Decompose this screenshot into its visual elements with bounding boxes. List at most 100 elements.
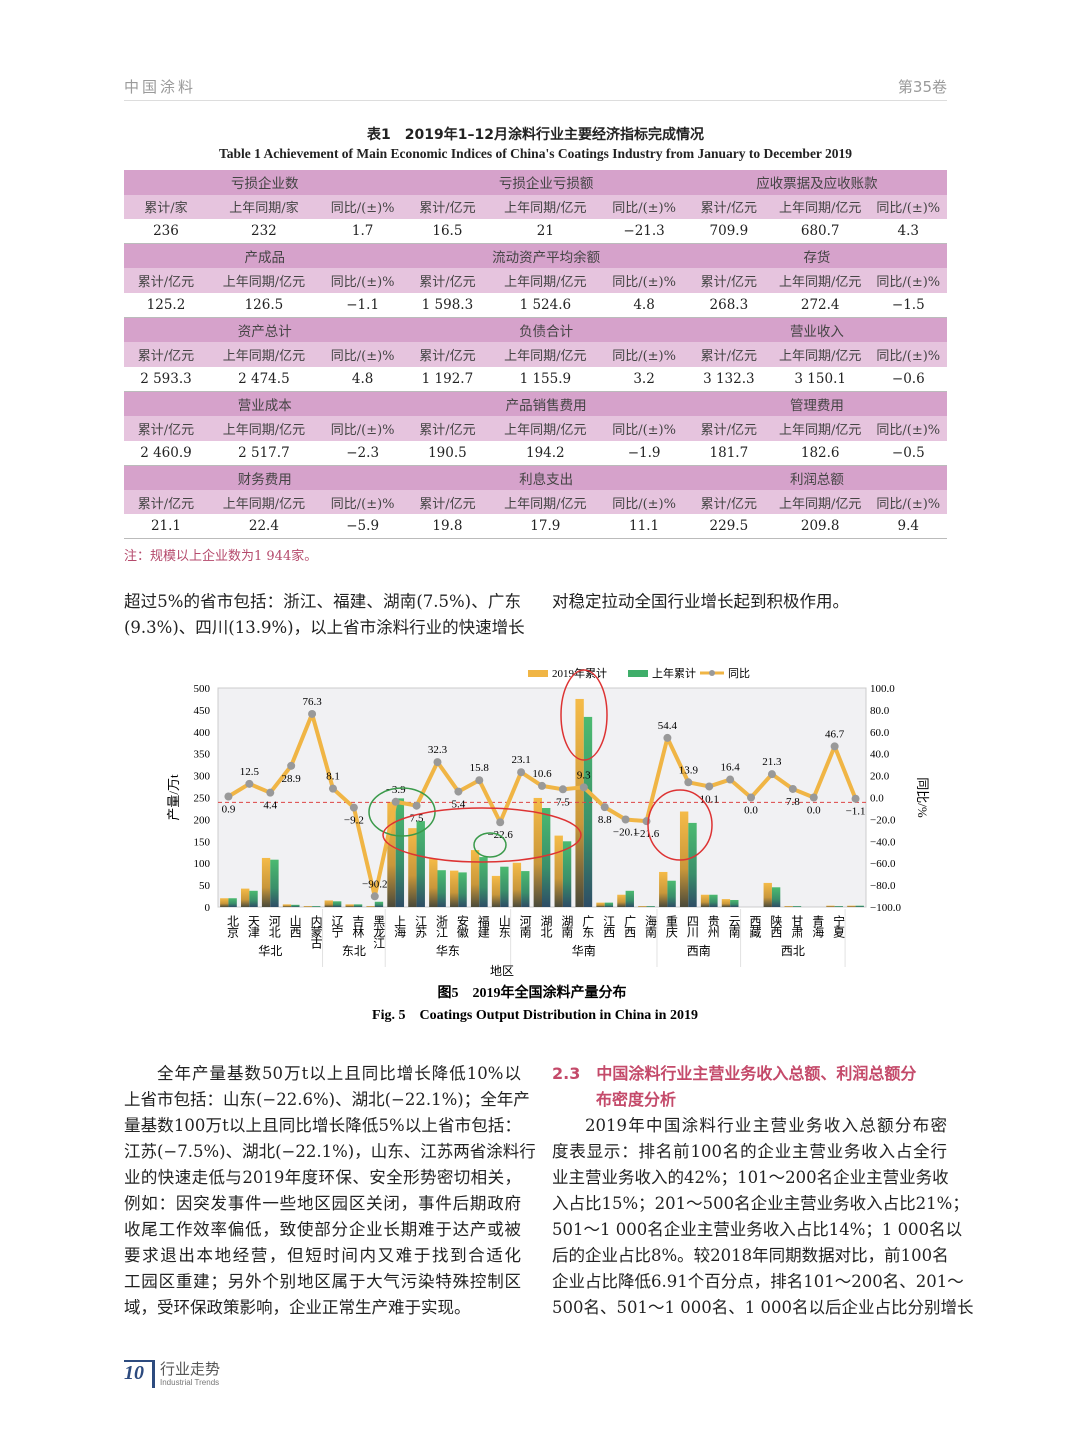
table-header-row: 累计/家 上年同期/家 同比/(±)% 累计/亿元 上年同期/亿元 同比/(±)% 累计/亿…: [124, 194, 947, 220]
legend-label: 上年累计: [652, 666, 696, 680]
y-tick-label: 100: [194, 858, 211, 870]
yoy-point: [558, 785, 567, 794]
bar-prior-year: [332, 901, 342, 907]
category-label: 黑龙江: [372, 915, 386, 949]
bar-prior-year: [855, 905, 864, 907]
page-number: 10: [124, 1362, 144, 1384]
text-line: 企业占比降低6.91个百分点，排名101～200名、201～: [552, 1272, 964, 1291]
category-label: 上海: [393, 915, 407, 938]
category-label: 安徽: [455, 914, 469, 938]
column-header: 上年同期/亿元: [770, 415, 870, 441]
table-header-row: 累计/亿元 上年同期/亿元 同比/(±)% 累计/亿元 上年同期/亿元 同比/(±)% 累计…: [124, 342, 947, 367]
highlight-circle: [382, 807, 582, 863]
column-header: 上年同期/亿元: [489, 268, 602, 293]
table-cell: 194.2: [489, 440, 602, 466]
bar-2019: [763, 882, 772, 907]
yoy-point: [517, 768, 526, 777]
group-title: 营业成本: [124, 391, 406, 416]
column-header: 同比/(±)%: [601, 415, 687, 441]
yoy-point: [454, 787, 463, 796]
yoy-point: [496, 818, 505, 827]
highlight-circle: [560, 669, 608, 761]
table-cell: −21.3: [601, 219, 687, 245]
bar-prior-year: [646, 906, 655, 907]
figure-caption-en: Fig. 5 Coatings Output Distribution in C…: [372, 1008, 698, 1023]
column-header: 上年同期/亿元: [770, 342, 870, 367]
table-cell: −1.5: [869, 292, 947, 319]
region-label: 东北: [342, 944, 366, 958]
bar-prior-year: [542, 808, 551, 907]
bar-2019: [450, 870, 459, 907]
y-tick-label: 500: [194, 683, 211, 695]
journal-name: 中国涂料: [124, 78, 197, 96]
table-row: 2 460.9 2 517.7 −2.3 190.5 194.2 −1.9 181.7 182…: [124, 440, 947, 466]
bar-2019: [533, 797, 542, 907]
column-header: 上年同期/亿元: [770, 268, 870, 293]
bar-2019: [721, 899, 731, 907]
table-cell: 2 593.3: [124, 366, 208, 392]
category-label: 浙江: [434, 915, 448, 938]
table-cell: 17.9: [489, 514, 602, 540]
column-header: 同比/(±)%: [319, 415, 406, 441]
text-line: 2019年中国涂料行业主营业务收入总额分布密: [585, 1116, 947, 1135]
y2-axis-label: 同比/%: [915, 777, 930, 818]
table-cell: 182.6: [770, 440, 870, 466]
text-line: 入占比15%；201～500名企业主营业务收入占比21%；: [552, 1194, 969, 1213]
category-label: 福建: [476, 914, 490, 939]
figure-caption-cn: 图5 2019年全国涂料产量分布: [438, 984, 627, 1001]
volume-label: 第35卷: [897, 78, 947, 96]
yoy-data-label: 76.3: [302, 696, 322, 708]
category-label: 江西: [602, 915, 616, 938]
yoy-data-label: 0.0: [744, 805, 758, 817]
yoy-point: [809, 793, 818, 802]
yoy-data-label: 0.0: [807, 805, 821, 817]
yoy-data-label: −3.9: [386, 784, 406, 796]
yoy-data-label: 7.5: [556, 796, 570, 808]
table-cell: −1.9: [601, 440, 687, 466]
category-label: 湖北: [539, 914, 553, 939]
column-header: 上年同期/亿元: [207, 415, 320, 441]
table-row: 125.2 126.5 −1.1 1 598.3 1 524.6 4.8 268.3 272.…: [124, 292, 947, 319]
legend-swatch-prior: [628, 670, 648, 677]
text-top-left: 超过5%的省市包括：浙江、福建、湖南(7.5%)、广东 (9.3%)、四川(13.…: [124, 589, 525, 641]
yoy-point: [538, 781, 546, 790]
column-header: 上年同期/亿元: [770, 489, 870, 515]
region-label: 西北: [781, 944, 805, 958]
text-line: 对稳定拉动全国行业增长起到积极作用。: [552, 592, 849, 611]
yoy-data-label: 8.1: [326, 771, 340, 783]
text-line: 500名、501～1 000名、1 000名以后企业占比分别增长: [552, 1298, 974, 1317]
yoy-data-label: 54.4: [658, 720, 678, 732]
text-line: 域，受环保政策影响，企业正常生产难于实现。: [124, 1298, 471, 1317]
table-caption-cn: 表1 2019年1–12月涂料行业主要经济指标完成情况: [367, 127, 704, 143]
table-cell: 680.7: [770, 219, 870, 245]
bar-2019: [261, 857, 271, 907]
text-bottom-left: 全年产量基数50万t以上且同比增长降低10%以 上省市包括：山东(−22.6%)、…: [124, 1061, 536, 1321]
bar-prior-year: [667, 880, 676, 907]
y-tick-label: 0: [205, 902, 211, 914]
yoy-point: [579, 783, 588, 792]
category-label: 天津: [246, 915, 260, 938]
highlight-circle: [368, 787, 436, 837]
bar-prior-year: [228, 898, 237, 907]
yoy-data-label: −90.2: [362, 878, 387, 890]
column-header: 累计/亿元: [686, 194, 771, 220]
text-line: 度表显示：排名前100名的企业主营业务收入占全行: [552, 1142, 947, 1161]
bar-2019: [408, 828, 417, 907]
bar-prior-year: [709, 894, 718, 907]
category-label: 陕西: [769, 914, 783, 938]
table-row: 2 593.3 2 474.5 4.8 1 192.7 1 155.9 3.2 3 132.…: [124, 366, 947, 392]
category-label: 山西: [288, 915, 302, 938]
text-line: 业的快速走低与2019年度环保、安全形势密切相关，: [124, 1168, 521, 1187]
column-header: 累计/亿元: [405, 194, 490, 220]
yoy-point: [475, 776, 484, 785]
table-cell: 209.8: [770, 514, 870, 540]
bar-prior-year: [437, 870, 446, 907]
yoy-point: [663, 733, 672, 742]
category-label: 宁夏: [832, 914, 846, 938]
table-cell: 229.5: [686, 514, 771, 540]
heading-line: 2.3 中国涂料行业主营业务收入总额、利润总额分: [552, 1064, 917, 1083]
category-label: 云南: [727, 915, 741, 938]
bar-prior-year: [374, 901, 384, 907]
table-header-row: 累计/亿元 上年同期/亿元 同比/(±)% 累计/亿元 上年同期/亿元 同比/(±)% 累计…: [124, 415, 947, 441]
group-title: 应收票据及应收账款: [686, 170, 947, 195]
